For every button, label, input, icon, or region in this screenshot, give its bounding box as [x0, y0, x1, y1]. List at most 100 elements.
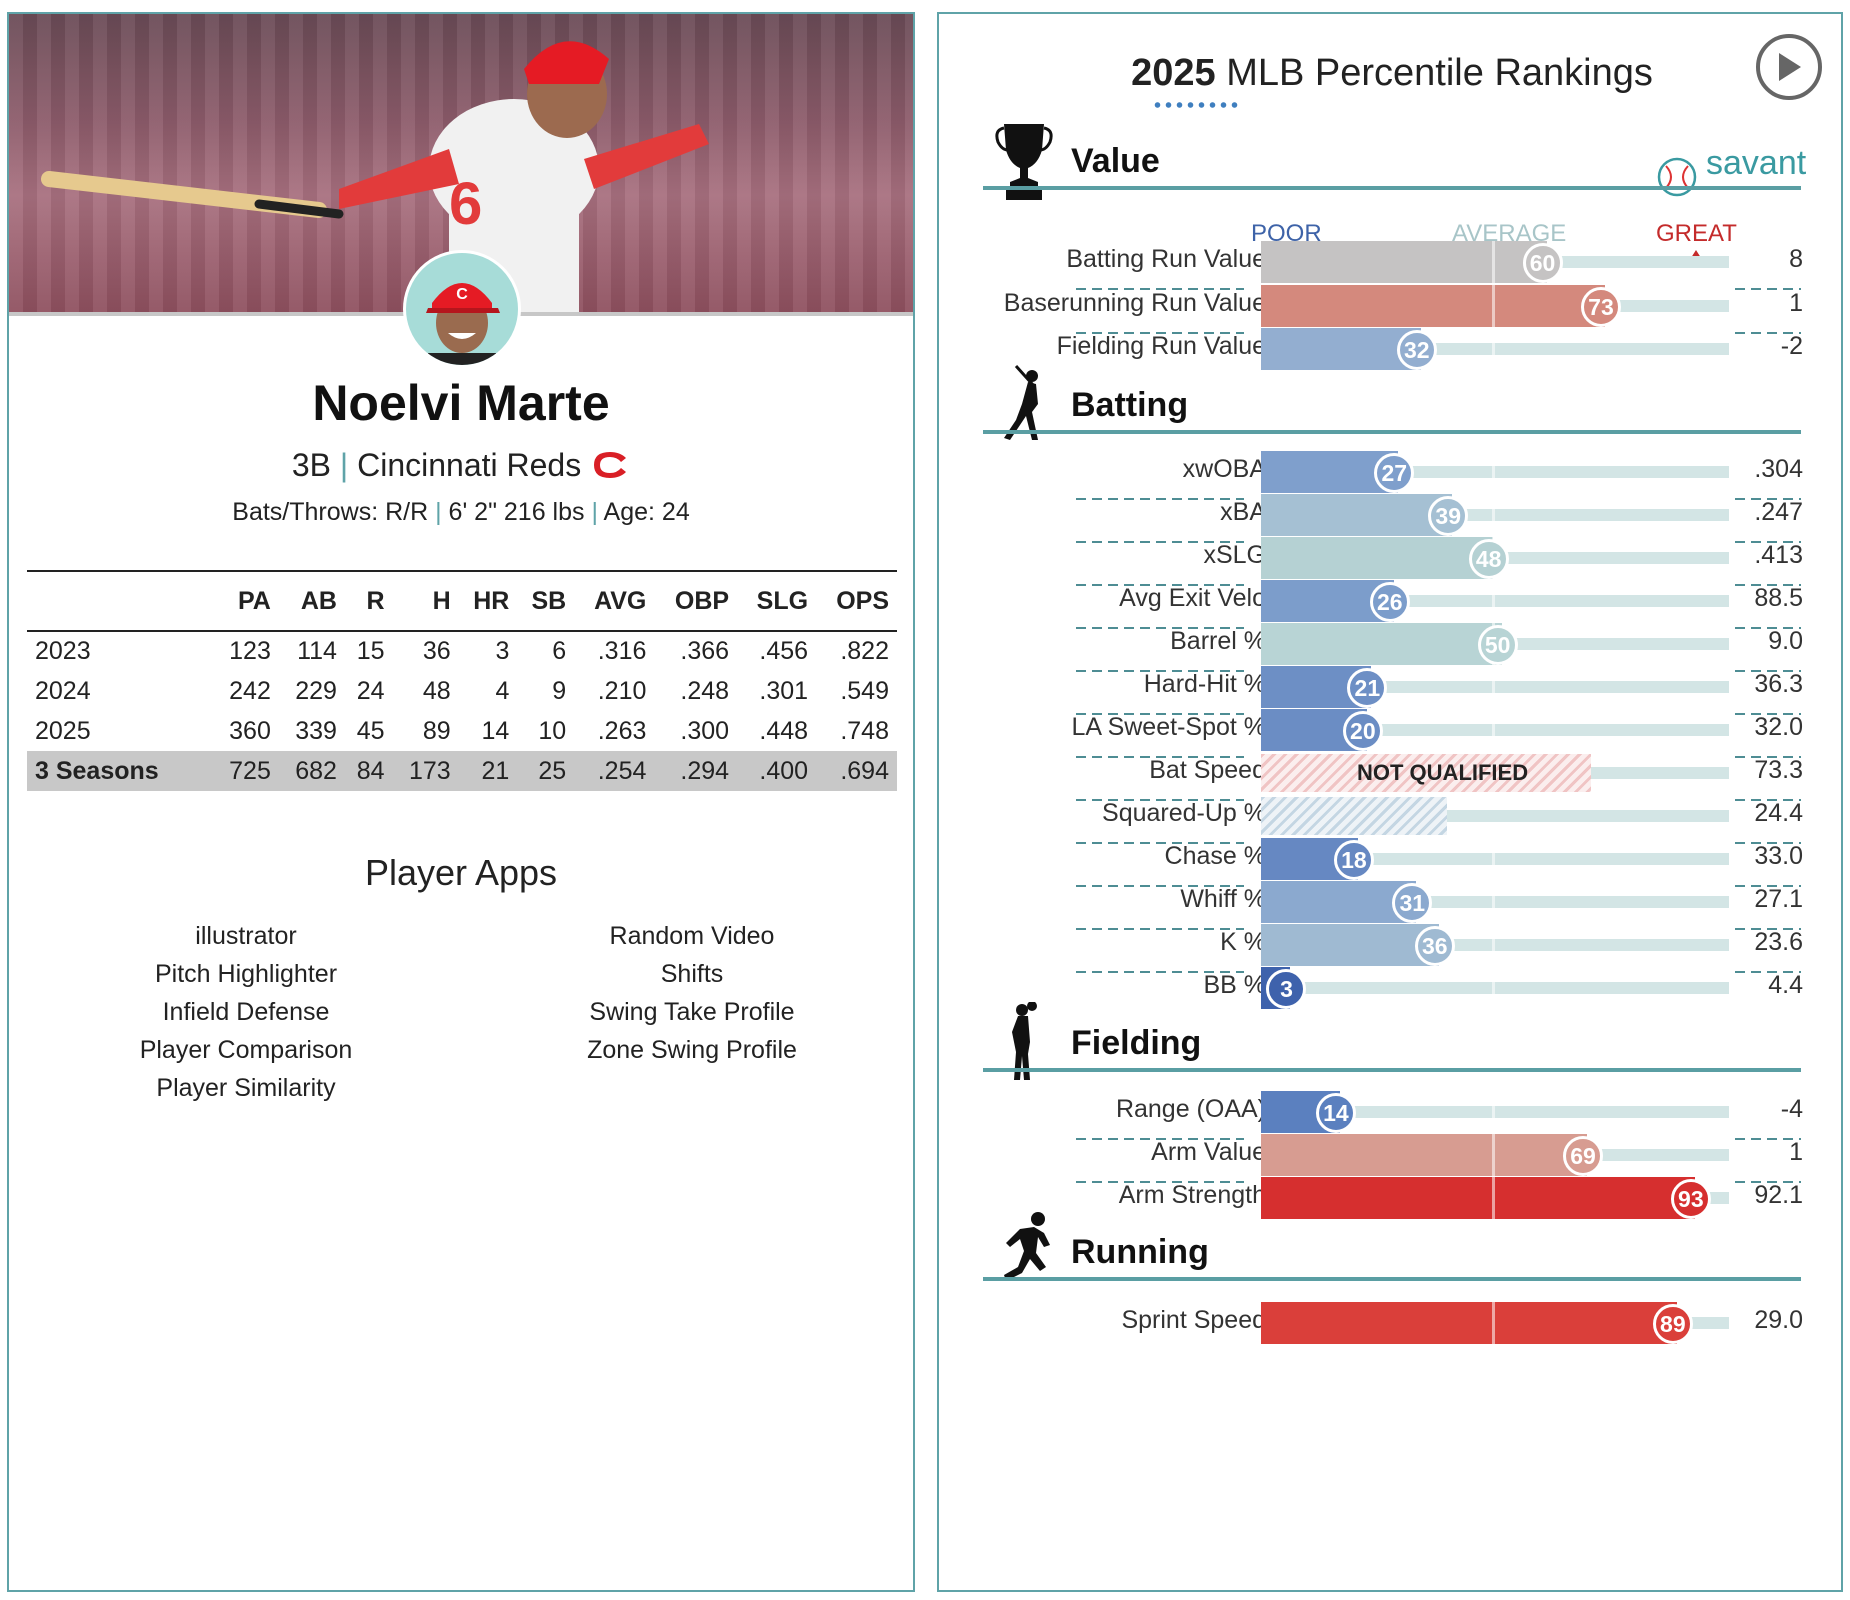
- percentile-circle: 18: [1333, 840, 1374, 880]
- percentile-circle: 21: [1347, 668, 1388, 708]
- percentile-circle: 20: [1342, 711, 1383, 751]
- row-divider: [1735, 670, 1801, 672]
- metric-row[interactable]: Chase % 18 33.0: [939, 838, 1845, 887]
- metric-row[interactable]: xSLG 48 .413: [939, 537, 1845, 586]
- stat-cell: 24: [356, 676, 385, 705]
- percentile-circle: 69: [1563, 1136, 1603, 1176]
- metric-row[interactable]: Hard-Hit % 21 36.3: [939, 666, 1845, 715]
- stats-row: 2025 360 339 45 89 14 10 .263 .300 .448 .748: [27, 711, 897, 751]
- app-link[interactable]: Zone Swing Profile: [587, 1036, 797, 1064]
- stat-cell: 3: [495, 637, 510, 665]
- metric-row[interactable]: xBA 39 .247: [939, 494, 1845, 543]
- metric-label: LA Sweet-Spot %: [1071, 713, 1266, 741]
- batter-icon: [1004, 364, 1038, 440]
- section-divider: [983, 186, 1801, 190]
- metric-row[interactable]: Fielding Run Value 32 -2: [939, 328, 1845, 372]
- header-cell: OPS: [816, 570, 897, 632]
- header-cell: HR: [458, 570, 518, 632]
- app-link[interactable]: Swing Take Profile: [589, 998, 795, 1026]
- stat-cell: 229: [295, 676, 337, 705]
- play-icon: [1779, 53, 1801, 81]
- row-divider: [1076, 928, 1244, 930]
- percentile-bar: [1261, 285, 1605, 327]
- app-link[interactable]: Player Similarity: [156, 1074, 336, 1102]
- percentile-circle: 93: [1670, 1179, 1711, 1219]
- app-link[interactable]: Player Comparison: [139, 1036, 353, 1064]
- metric-row[interactable]: BB % 3 4.4: [939, 967, 1845, 1011]
- stat-cell: 45: [356, 716, 385, 745]
- metric-label: Arm Strength: [1118, 1181, 1266, 1209]
- metric-value: 8: [1789, 245, 1803, 273]
- average-tick: [1492, 666, 1495, 708]
- metric-row[interactable]: Whiff % 31 27.1: [939, 881, 1845, 930]
- percentile-circle: 27: [1374, 453, 1415, 493]
- app-link[interactable]: Random Video: [609, 922, 775, 950]
- percentile-rankings-card: 2025 MLB Percentile Rankings savant POOR…: [937, 12, 1843, 1592]
- row-divider: [1735, 842, 1801, 844]
- metric-label: BB %: [1203, 971, 1266, 999]
- metric-row[interactable]: Arm Value 69 1: [939, 1134, 1845, 1183]
- rankings-year[interactable]: 2025: [1131, 52, 1216, 94]
- stat-cell: 9: [552, 676, 567, 705]
- metric-row[interactable]: Squared-Up % 24.4: [939, 795, 1845, 844]
- year-dropdown-indicator[interactable]: [1152, 102, 1242, 108]
- metric-label: K %: [1220, 928, 1266, 956]
- row-divider: [1735, 1138, 1801, 1140]
- percentile-circle: 32: [1396, 330, 1437, 370]
- stat-cell: .400: [737, 751, 817, 791]
- metric-row[interactable]: xwOBA 27 .304: [939, 451, 1845, 500]
- metric-row[interactable]: Avg Exit Velo 26 88.5: [939, 580, 1845, 629]
- stat-cell: 14: [481, 716, 510, 745]
- metric-label: Squared-Up %: [1102, 799, 1266, 827]
- percentile-bar: [1261, 1134, 1587, 1176]
- player-apps-column-left: illustrator Pitch Highlighter Infield Defe…: [46, 917, 446, 1107]
- metric-label: Hard-Hit %: [1143, 670, 1266, 698]
- app-link[interactable]: Pitch Highlighter: [154, 960, 338, 988]
- svg-text:C: C: [456, 286, 468, 303]
- percentile-track: [1261, 853, 1729, 865]
- player-hero-photo: 6: [9, 14, 913, 316]
- metric-row[interactable]: Range (OAA) 14 -4: [939, 1091, 1845, 1140]
- header-cell: SB: [517, 570, 575, 632]
- metric-row[interactable]: Barrel % 50 9.0: [939, 623, 1845, 672]
- header-cell: OBP: [654, 570, 738, 632]
- baseball-icon: [1657, 157, 1697, 197]
- row-divider: [1076, 756, 1244, 758]
- metric-row[interactable]: LA Sweet-Spot % 20 32.0: [939, 709, 1845, 758]
- metric-value: -4: [1780, 1095, 1803, 1123]
- player-apps-title: Player Apps: [364, 852, 558, 893]
- metric-row[interactable]: Baserunning Run Value 73 1: [939, 285, 1845, 334]
- row-divider: [1076, 332, 1244, 334]
- section-title-fielding: Fielding: [1071, 1024, 1202, 1062]
- metric-row[interactable]: Batting Run Value 60 8: [939, 241, 1845, 290]
- metric-value: 1: [1789, 289, 1803, 317]
- metric-row[interactable]: K % 36 23.6: [939, 924, 1845, 973]
- metric-label: Sprint Speed: [1121, 1306, 1266, 1334]
- separator: |: [591, 498, 598, 526]
- stat-cell: .316: [597, 637, 647, 665]
- average-tick: [1492, 328, 1495, 370]
- percentile-circle: 39: [1428, 496, 1469, 536]
- reds-logo-icon: [594, 452, 627, 478]
- app-link[interactable]: illustrator: [195, 922, 297, 950]
- row-divider: [1735, 627, 1801, 629]
- header-cell: AB: [278, 570, 345, 632]
- average-tick: [1492, 1091, 1495, 1133]
- app-link[interactable]: Shifts: [660, 960, 724, 988]
- row-divider: [1076, 288, 1244, 290]
- metric-value: 33.0: [1754, 842, 1803, 870]
- metric-row[interactable]: Bat Speed NOT QUALIFIED 73.3: [939, 752, 1845, 801]
- rankings-title-text: MLB Percentile Rankings: [1215, 52, 1653, 94]
- fielder-icon: [1012, 1002, 1037, 1080]
- runner-icon: [1004, 1212, 1050, 1281]
- savant-brand[interactable]: savant: [1706, 144, 1807, 182]
- metric-row[interactable]: Arm Strength 93 92.1: [939, 1177, 1845, 1221]
- metric-value: -2: [1780, 332, 1803, 360]
- play-button[interactable]: [1756, 34, 1822, 100]
- legend-great: GREAT: [1656, 220, 1737, 261]
- metric-label: Avg Exit Velo: [1119, 584, 1266, 612]
- app-link[interactable]: Infield Defense: [162, 998, 330, 1026]
- stat-cell: 25: [517, 751, 575, 791]
- row-divider: [1076, 1138, 1244, 1140]
- metric-row[interactable]: Sprint Speed 89 29.0: [939, 1302, 1845, 1346]
